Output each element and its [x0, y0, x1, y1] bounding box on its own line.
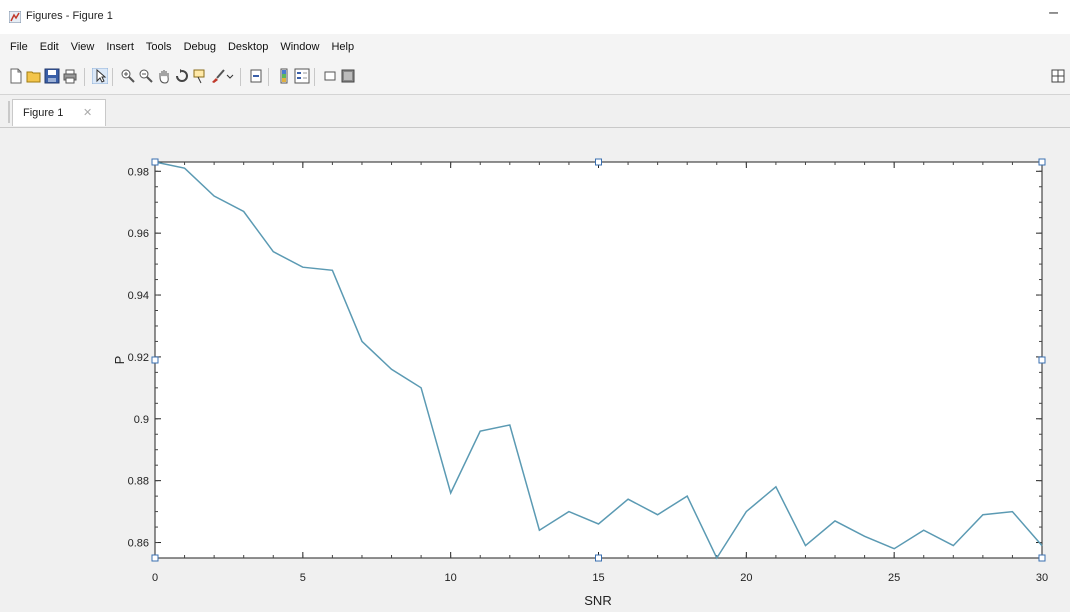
tab-strip-edge: [8, 101, 10, 123]
brush-dropdown-icon[interactable]: [226, 68, 234, 84]
y-axis-label: P: [112, 356, 127, 365]
print-icon[interactable]: [62, 68, 78, 84]
show-plot-tools-icon[interactable]: [340, 68, 356, 84]
zoom-out-icon[interactable]: [138, 68, 154, 84]
y-tick-label: 0.92: [128, 352, 149, 364]
resize-handle[interactable]: [151, 554, 159, 562]
title-bar: Figures - Figure 1 –: [0, 0, 1070, 34]
menu-bar: File Edit View Insert Tools Debug Deskto…: [0, 34, 1070, 60]
menu-debug[interactable]: Debug: [183, 41, 216, 53]
menu-file[interactable]: File: [10, 41, 28, 53]
toolbar-separator: [240, 68, 241, 86]
x-tick-label: 5: [300, 572, 306, 584]
x-tick-label: 0: [152, 572, 158, 584]
menu-view[interactable]: View: [70, 41, 95, 53]
y-tick-label: 0.86: [128, 538, 149, 550]
line-plot: 0 5 10 15 20 25 30 0.86 0.88 0.9 0.92 0.94 0.96 0.98…: [112, 158, 1048, 608]
selection-handles: [151, 158, 1046, 562]
link-icon[interactable]: [248, 68, 264, 84]
dock-grid-icon[interactable]: [1050, 68, 1066, 84]
y-ticks: 0.86 0.88 0.9 0.92 0.94 0.96 0.98: [128, 166, 1042, 550]
menu-help[interactable]: Help: [331, 41, 355, 53]
select-pointer-icon[interactable]: [92, 68, 108, 84]
resize-handle[interactable]: [595, 158, 602, 166]
figure-canvas: 0 5 10 15 20 25 30 0.86 0.88 0.9 0.92 0.94 0.96 0.98…: [0, 128, 1070, 612]
toolbar-separator: [268, 68, 269, 86]
zoom-in-icon[interactable]: [120, 68, 136, 84]
colorbar-icon[interactable]: [276, 68, 292, 84]
resize-handle[interactable]: [1038, 158, 1046, 166]
x-ticks: 0 5 10 15 20 25 30: [152, 162, 1048, 584]
series-line: [154, 161, 1043, 560]
y-tick-label: 0.9: [134, 414, 149, 426]
figure-toolbar: [0, 60, 1070, 95]
hide-plot-tools-icon[interactable]: [322, 68, 338, 84]
matlab-figure-icon: [9, 11, 21, 23]
open-file-icon[interactable]: [26, 68, 42, 84]
y-tick-label: 0.98: [128, 166, 149, 178]
resize-handle[interactable]: [1038, 554, 1046, 562]
new-file-icon[interactable]: [8, 68, 24, 84]
tab-close-button[interactable]: ✕: [83, 107, 93, 119]
plot-area: [154, 161, 1043, 559]
x-tick-label: 30: [1036, 572, 1048, 584]
menu-desktop[interactable]: Desktop: [227, 41, 269, 53]
toolbar-separator: [84, 68, 85, 86]
menu-tools[interactable]: Tools: [145, 41, 172, 53]
y-tick-label: 0.96: [128, 228, 149, 240]
menu-window[interactable]: Window: [280, 41, 320, 53]
resize-handle[interactable]: [595, 554, 602, 562]
x-tick-label: 20: [740, 572, 752, 584]
minor-ticks: [154, 162, 1043, 558]
menu-edit[interactable]: Edit: [39, 41, 59, 53]
x-tick-label: 10: [445, 572, 457, 584]
resize-handle[interactable]: [151, 356, 159, 364]
resize-handle[interactable]: [1038, 356, 1046, 364]
data-cursor-icon[interactable]: [192, 68, 208, 84]
menu-insert[interactable]: Insert: [106, 41, 134, 53]
figure-tab-bar: Figure 1 ✕: [0, 95, 1070, 128]
save-icon[interactable]: [44, 68, 60, 84]
rotate-3d-icon[interactable]: [174, 68, 190, 84]
brush-icon[interactable]: [210, 68, 226, 84]
toolbar-separator: [112, 68, 113, 86]
window-title: Figures - Figure 1: [26, 10, 113, 22]
y-tick-label: 0.94: [128, 290, 149, 302]
tab-label: Figure 1: [23, 107, 64, 119]
tab-figure-1[interactable]: Figure 1 ✕: [12, 99, 106, 126]
minimize-button[interactable]: –: [1049, 4, 1058, 21]
pan-hand-icon[interactable]: [156, 68, 172, 84]
resize-handle[interactable]: [151, 158, 159, 166]
legend-icon[interactable]: [294, 68, 310, 84]
y-tick-label: 0.88: [128, 476, 149, 488]
toolbar-separator: [314, 68, 315, 86]
x-tick-label: 15: [592, 572, 604, 584]
x-tick-label: 25: [888, 572, 900, 584]
x-axis-label: SNR: [584, 593, 611, 608]
